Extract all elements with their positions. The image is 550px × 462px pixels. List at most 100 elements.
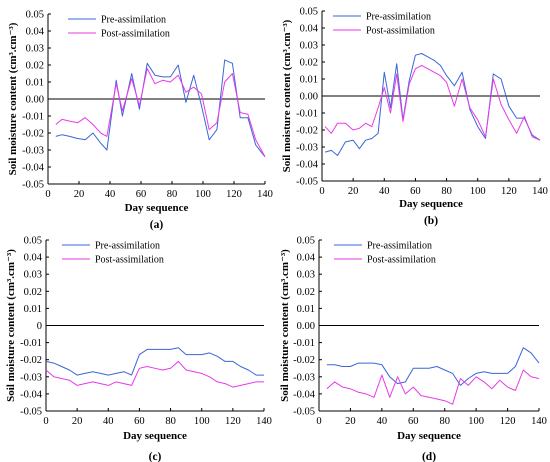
y-tick-label: 0.02 (26, 61, 44, 72)
x-tick-label: 140 (532, 186, 548, 197)
y-tick-label: -0.05 (296, 177, 318, 188)
x-tick-label: 100 (194, 416, 210, 427)
panel-label: (a) (150, 219, 164, 231)
legend-label: Pre-assimilation (366, 12, 431, 23)
x-tick-label: 0 (43, 416, 48, 427)
y-tick-label: 0.00 (300, 92, 318, 103)
legend-label: Post-assimilation (95, 255, 164, 266)
chart-panel-4: -0.05 -0.04 -0.03 -0.02 -0.01 0.00 0.01 0.02 0.0… (279, 236, 547, 462)
y-tick-label: -0.02 (22, 129, 44, 140)
y-tick-label: 0.02 (297, 287, 315, 298)
y-tick-label: 0.00 (297, 321, 315, 332)
x-tick-label: 140 (531, 416, 547, 427)
y-tick-label: 0.03 (297, 270, 315, 281)
y-tick-label: 0.03 (26, 44, 44, 55)
chart-panel-1: -0.05 -0.04 -0.03 -0.02 -0.01 0.00 0.01 0.02 0.0… (7, 10, 273, 232)
y-tick-label: 0.05 (300, 7, 318, 18)
x-tick-label: 80 (165, 416, 176, 427)
x-tick-label: 60 (410, 186, 421, 197)
legend-label: Pre-assimilation (95, 241, 160, 252)
x-tick-label: 60 (136, 189, 147, 200)
x-tick-label: 20 (348, 186, 359, 197)
y-tick-label: -0.01 (20, 338, 42, 349)
y-tick-label: -0.04 (293, 389, 316, 400)
y-tick-label: -0.03 (293, 372, 315, 383)
y-axis-label: Soil moisture content (cm³.cm⁻³) (5, 249, 17, 402)
y-tick-label: 0.03 (300, 41, 318, 52)
y-tick-label: -0.04 (296, 160, 319, 171)
series-line-pre-assimilation (55, 59, 266, 158)
x-tick-label: 0 (316, 416, 321, 427)
y-tick-label: -0.01 (296, 109, 318, 120)
y-tick-label: 0.05 (297, 236, 315, 247)
y-tick-label: 0.04 (24, 253, 43, 264)
chart-panel-3: -0.05 -0.04 -0.03 -0.02 -0.01 0 0.01 0.02 0.03 0.… (5, 236, 272, 462)
legend-label: Post-assimilation (367, 255, 436, 266)
y-tick-label: 0.04 (297, 253, 316, 264)
y-tick-label: -0.05 (20, 407, 42, 418)
x-tick-label: 20 (74, 189, 85, 200)
legend-label: Pre-assimilation (101, 15, 166, 26)
y-tick-label: 0.03 (24, 270, 42, 281)
chart-panel-2: -0.05 -0.04 -0.03 -0.02 -0.01 0.00 0.01 0.02 0.0… (281, 7, 548, 228)
x-tick-label: 80 (439, 416, 450, 427)
x-tick-label: 100 (468, 416, 484, 427)
x-axis-label: Day sequence (123, 430, 187, 442)
x-tick-label: 100 (470, 186, 486, 197)
x-tick-label: 40 (105, 189, 116, 200)
series-line-post-assimilation (55, 67, 266, 158)
x-tick-label: 120 (225, 416, 241, 427)
y-tick-label: 0 (37, 321, 42, 332)
x-tick-label: 120 (501, 186, 517, 197)
y-tick-label: 0.05 (26, 10, 44, 21)
y-tick-label: -0.04 (22, 163, 45, 174)
series-line-pre-assimilation (324, 53, 541, 156)
x-axis-label: Day sequence (397, 430, 461, 442)
y-tick-label: 0.04 (300, 24, 319, 35)
y-tick-label: -0.03 (22, 146, 44, 157)
y-tick-label: -0.02 (296, 126, 318, 137)
y-tick-label: 0.05 (24, 236, 42, 247)
x-tick-label: 0 (45, 189, 50, 200)
panel-label: (b) (424, 215, 438, 227)
panel-label: (c) (149, 451, 162, 462)
x-axis-label: Day sequence (125, 202, 189, 214)
x-tick-label: 20 (72, 416, 83, 427)
legend-label: Pre-assimilation (367, 241, 432, 252)
y-axis-label: Soil moisture content (cm³.cm⁻³) (279, 249, 291, 402)
y-tick-label: 0.02 (24, 287, 42, 298)
x-tick-label: 120 (226, 189, 242, 200)
y-axis-label: Soil moisture content (cm³.cm⁻³) (281, 19, 293, 172)
x-tick-label: 60 (134, 416, 145, 427)
x-tick-label: 20 (345, 416, 356, 427)
y-tick-label: -0.03 (296, 143, 318, 154)
y-tick-label: 0.01 (300, 75, 318, 86)
x-tick-label: 120 (500, 416, 516, 427)
y-tick-label: -0.05 (22, 180, 44, 191)
series-line-post-assimilation (326, 369, 540, 405)
y-tick-label: -0.04 (20, 389, 43, 400)
legend-label: Post-assimilation (101, 29, 170, 40)
x-tick-label: 60 (408, 416, 419, 427)
x-tick-label: 80 (441, 186, 452, 197)
x-tick-label: 40 (379, 186, 390, 197)
x-tick-label: 140 (257, 189, 273, 200)
x-tick-label: 140 (256, 416, 272, 427)
x-tick-label: 100 (195, 189, 211, 200)
y-tick-label: -0.01 (293, 338, 315, 349)
y-tick-label: 0.02 (300, 58, 318, 69)
x-tick-label: 40 (377, 416, 388, 427)
series-line-pre-assimilation (45, 347, 264, 376)
y-axis-label: Soil moisture content (cm³.cm⁻³) (7, 22, 19, 175)
y-tick-label: -0.02 (20, 355, 42, 366)
x-tick-label: 80 (167, 189, 178, 200)
series-line-post-assimilation (45, 360, 264, 388)
series-line-pre-assimilation (326, 347, 540, 386)
x-tick-label: 40 (103, 416, 114, 427)
y-tick-label: 0.00 (26, 95, 44, 106)
panel-label: (d) (422, 451, 436, 462)
series-line-post-assimilation (324, 64, 541, 141)
y-tick-label: 0.01 (297, 304, 315, 315)
x-axis-label: Day sequence (399, 198, 463, 210)
